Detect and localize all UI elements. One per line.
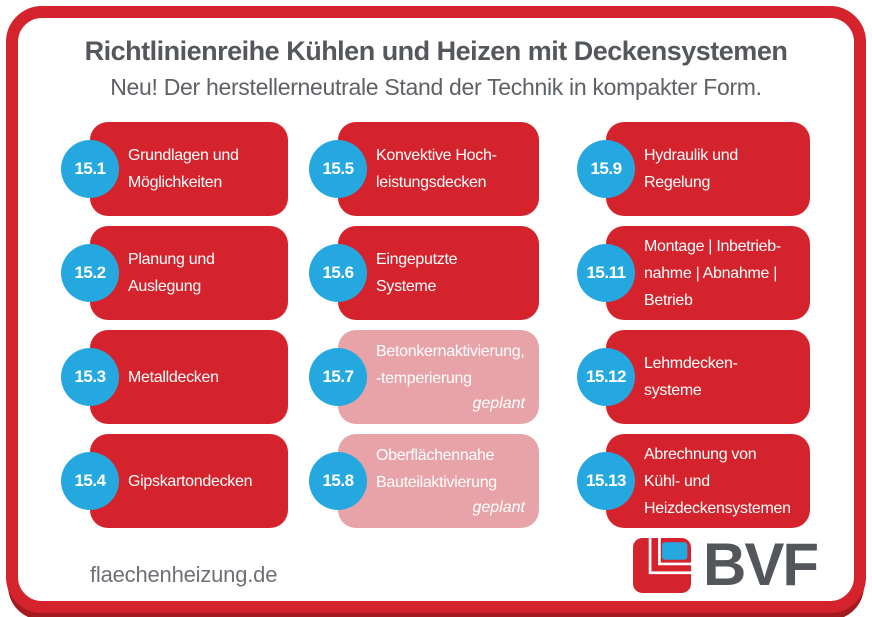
guideline-card: 15.12 Lehmdecken-systeme — [577, 330, 810, 424]
card-column: 15.9 Hydraulik und Regelung 15.11 Montage… — [577, 122, 810, 528]
planned-label: geplant — [472, 499, 526, 516]
card-number: 15.11 — [586, 263, 626, 282]
card-number: 15.13 — [585, 471, 627, 490]
card-column: 15.1 Grundlagen und Möglichkeiten 15.2 Pl… — [61, 122, 288, 528]
number-badge: 15.8 — [309, 452, 367, 510]
guideline-card: 15.3 Metalldecken — [61, 330, 288, 424]
card-text: Grundlagen und Möglichkeiten — [128, 147, 239, 191]
number-badge: 15.13 — [577, 452, 635, 510]
card-text: Betonkernaktivierung, -temperierung — [376, 343, 525, 387]
card-text: Abrechnung von Kühl- und Heizdeckensysteme… — [644, 445, 791, 517]
card-number: 15.3 — [74, 367, 106, 386]
bvf-logo: BVF — [633, 531, 819, 598]
guideline-card: 15.7 Betonkernaktivierung, -temperierung … — [309, 330, 539, 424]
card-number: 15.8 — [322, 471, 354, 490]
card-text: Planung und Auslegung — [128, 251, 215, 295]
guideline-card: 15.8 Oberflächennahe Bauteilaktivierung g… — [309, 434, 539, 528]
card-number: 15.12 — [585, 367, 627, 386]
card-text: Lehmdecken-systeme — [644, 355, 738, 399]
card-number: 15.6 — [322, 263, 354, 282]
guideline-card: 15.13 Abrechnung von Kühl- und Heizdeckens… — [577, 434, 810, 528]
flyer-frame: Richtlinienreihe Kühlen und Heizen mit D… — [6, 6, 866, 613]
card-text: Eingeputzte Systeme — [376, 251, 458, 295]
planned-label: geplant — [472, 395, 526, 412]
page-title: Richtlinienreihe Kühlen und Heizen mit D… — [84, 36, 788, 66]
guideline-card: 15.11 Montage | Inbetrieb-nahme | Abnahm… — [577, 226, 810, 320]
card-number: 15.1 — [74, 159, 106, 178]
card-number: 15.2 — [74, 263, 106, 282]
page-subtitle: Neu! Der herstellerneutrale Stand der Te… — [110, 74, 762, 100]
number-badge: 15.4 — [61, 452, 119, 510]
header: Richtlinienreihe Kühlen und Heizen mit D… — [18, 36, 854, 101]
card-text: Metalldecken — [128, 368, 219, 386]
number-badge: 15.11 — [577, 244, 635, 302]
card-text: Gipskartondecken — [128, 472, 253, 490]
card-text: Oberflächennahe Bauteilaktivierung — [376, 447, 497, 491]
guideline-card: 15.6 Eingeputzte Systeme — [309, 226, 539, 320]
guideline-card: 15.9 Hydraulik und Regelung — [577, 122, 810, 216]
number-badge: 15.7 — [309, 348, 367, 406]
website-text: flaechenheizung.de — [90, 562, 278, 587]
card-column: 15.5 Konvektive Hoch-leistungsdecken 15.… — [309, 122, 539, 528]
guideline-card: 15.4 Gipskartondecken — [61, 434, 288, 528]
number-badge: 15.3 — [61, 348, 119, 406]
number-badge: 15.9 — [577, 140, 635, 198]
bvf-logo-text: BVF — [703, 531, 819, 598]
card-text: Hydraulik und Regelung — [644, 147, 738, 191]
card-text: Konvektive Hoch-leistungsdecken — [376, 147, 497, 191]
card-text: Montage | Inbetrieb-nahme | Abnahme | Bet… — [644, 237, 781, 309]
card-number: 15.7 — [322, 367, 354, 386]
number-badge: 15.1 — [61, 140, 119, 198]
guideline-card: 15.5 Konvektive Hoch-leistungsdecken — [309, 122, 539, 216]
card-number: 15.5 — [322, 159, 354, 178]
guideline-card: 15.2 Planung und Auslegung — [61, 226, 288, 320]
number-badge: 15.6 — [309, 244, 367, 302]
bvf-logo-icon — [633, 537, 691, 593]
number-badge: 15.12 — [577, 348, 635, 406]
card-number: 15.9 — [590, 159, 622, 178]
number-badge: 15.2 — [61, 244, 119, 302]
card-number: 15.4 — [74, 471, 106, 490]
number-badge: 15.5 — [309, 140, 367, 198]
guideline-card: 15.1 Grundlagen und Möglichkeiten — [61, 122, 288, 216]
